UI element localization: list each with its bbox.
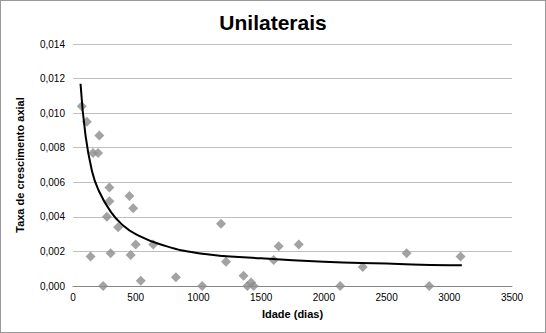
svg-text:Idade (dias): Idade (dias) bbox=[262, 308, 323, 320]
svg-text:0,002: 0,002 bbox=[40, 246, 65, 257]
svg-text:0,004: 0,004 bbox=[40, 211, 65, 222]
svg-text:500: 500 bbox=[127, 292, 144, 303]
svg-text:Unilaterais: Unilaterais bbox=[219, 11, 326, 34]
svg-text:3000: 3000 bbox=[438, 292, 461, 303]
svg-text:0,006: 0,006 bbox=[40, 177, 65, 188]
svg-text:1000: 1000 bbox=[187, 292, 210, 303]
svg-text:2500: 2500 bbox=[375, 292, 398, 303]
svg-text:1500: 1500 bbox=[250, 292, 273, 303]
svg-text:0,010: 0,010 bbox=[40, 108, 65, 119]
svg-text:Taxa de crescimento axial: Taxa de crescimento axial bbox=[14, 97, 26, 233]
svg-text:0: 0 bbox=[70, 292, 76, 303]
svg-text:0,012: 0,012 bbox=[40, 73, 65, 84]
svg-text:0,000: 0,000 bbox=[40, 281, 65, 292]
svg-text:3500: 3500 bbox=[501, 292, 524, 303]
svg-text:0,008: 0,008 bbox=[40, 142, 65, 153]
svg-text:0,014: 0,014 bbox=[40, 39, 65, 50]
svg-text:2000: 2000 bbox=[313, 292, 336, 303]
